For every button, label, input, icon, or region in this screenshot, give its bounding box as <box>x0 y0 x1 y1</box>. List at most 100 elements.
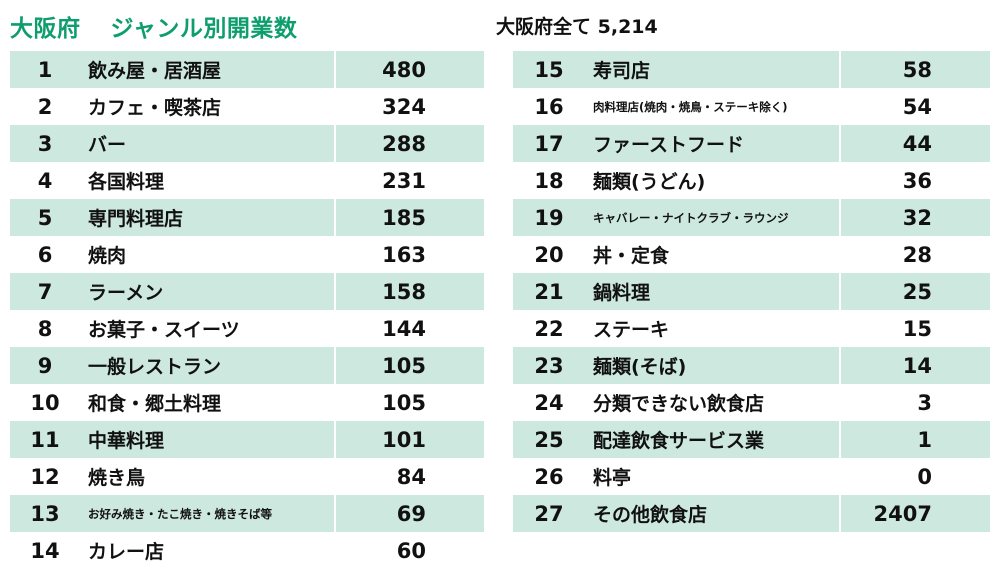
rank-cell: 15 <box>534 57 564 82</box>
table-row: 13 お好み焼き・たこ焼き・焼きそば等 69 <box>10 495 484 532</box>
count-cell: 101 <box>382 427 426 452</box>
table-row: 24 分類できない飲食店 3 <box>513 384 990 421</box>
rank-cell: 21 <box>534 279 564 304</box>
table-row: 2 カフェ・喫茶店 324 <box>10 88 484 125</box>
count-cell: 105 <box>382 390 426 415</box>
rank-cell: 23 <box>534 353 564 378</box>
table-row: 6 焼肉 163 <box>10 236 484 273</box>
genre-cell: 配達飲食サービス業 <box>585 421 841 458</box>
count-cell: 32 <box>902 205 932 230</box>
genre-cell: 丼・定食 <box>585 236 841 273</box>
count-cell: 480 <box>382 57 426 82</box>
genre-cell: お好み焼き・たこ焼き・焼きそば等 <box>80 495 336 532</box>
table-row: 19 キャバレー・ナイトクラブ・ラウンジ 32 <box>513 199 990 236</box>
count-cell: 25 <box>902 279 932 304</box>
genre-cell: 鍋料理 <box>585 273 841 310</box>
genre-cell: 和食・郷土料理 <box>80 384 336 421</box>
count-cell: 144 <box>382 316 426 341</box>
genre-cell: カレー店 <box>80 532 336 569</box>
rank-cell: 8 <box>37 316 53 341</box>
count-cell: 54 <box>902 94 932 119</box>
ranking-table-right: 15 寿司店 58 16 肉料理店(焼肉・焼鳥・ステーキ除く) 54 17 ファーストフード 4… <box>513 51 990 532</box>
genre-cell: お菓子・スイーツ <box>80 310 336 347</box>
total-value: 5,214 <box>597 16 658 38</box>
genre-cell: その他飲食店 <box>585 495 841 532</box>
genre-cell: 専門料理店 <box>80 199 336 236</box>
table-row: 27 その他飲食店 2407 <box>513 495 990 532</box>
table-row: 8 お菓子・スイーツ 144 <box>10 310 484 347</box>
genre-cell: 肉料理店(焼肉・焼鳥・ステーキ除く) <box>585 88 841 125</box>
table-row: 12 焼き鳥 84 <box>10 458 484 495</box>
total-label: 大阪府全て <box>496 16 592 38</box>
count-cell: 0 <box>917 464 932 489</box>
table-row: 20 丼・定食 28 <box>513 236 990 273</box>
count-cell: 84 <box>396 464 426 489</box>
table-row: 16 肉料理店(焼肉・焼鳥・ステーキ除く) 54 <box>513 88 990 125</box>
genre-cell: 焼肉 <box>80 236 336 273</box>
title-prefix: 大阪府 <box>10 16 81 42</box>
count-cell: 44 <box>902 131 932 156</box>
genre-cell: キャバレー・ナイトクラブ・ラウンジ <box>585 199 841 236</box>
table-row: 11 中華料理 101 <box>10 421 484 458</box>
table-row: 15 寿司店 58 <box>513 51 990 88</box>
genre-cell: 一般レストラン <box>80 347 336 384</box>
title-main: ジャンル別開業数 <box>110 16 298 42</box>
rank-cell: 17 <box>534 131 564 156</box>
table-row: 3 バー 288 <box>10 125 484 162</box>
rank-cell: 18 <box>534 168 564 193</box>
table-row: 26 料亭 0 <box>513 458 990 495</box>
genre-cell: カフェ・喫茶店 <box>80 88 336 125</box>
rank-cell: 11 <box>30 427 60 452</box>
count-cell: 185 <box>382 205 426 230</box>
genre-cell: 麺類(そば) <box>585 347 841 384</box>
table-row: 4 各国料理 231 <box>10 162 484 199</box>
table-row: 21 鍋料理 25 <box>513 273 990 310</box>
genre-cell: 焼き鳥 <box>80 458 336 495</box>
count-cell: 28 <box>902 242 932 267</box>
rank-cell: 6 <box>37 242 53 267</box>
count-cell: 163 <box>382 242 426 267</box>
total-summary: 大阪府全て 5,214 <box>496 12 658 39</box>
count-cell: 3 <box>917 390 932 415</box>
rank-cell: 27 <box>534 501 564 526</box>
count-cell: 58 <box>902 57 932 82</box>
ranking-table-left: 1 飲み屋・居酒屋 480 2 カフェ・喫茶店 324 3 バー 288 4 各国料理 231 5 専門料… <box>10 51 484 569</box>
table-row: 5 専門料理店 185 <box>10 199 484 236</box>
rank-cell: 7 <box>37 279 53 304</box>
table-row: 9 一般レストラン 105 <box>10 347 484 384</box>
genre-cell: 分類できない飲食店 <box>585 384 841 421</box>
table-row: 10 和食・郷土料理 105 <box>10 384 484 421</box>
page-title: 大阪府 ジャンル別開業数 <box>10 9 297 43</box>
genre-cell: ファーストフード <box>585 125 841 162</box>
rank-cell: 10 <box>30 390 60 415</box>
rank-cell: 16 <box>534 94 564 119</box>
rank-cell: 2 <box>37 94 53 119</box>
count-cell: 1 <box>917 427 932 452</box>
genre-cell: 麺類(うどん) <box>585 162 841 199</box>
rank-cell: 1 <box>37 57 53 82</box>
genre-cell: 飲み屋・居酒屋 <box>80 51 336 88</box>
genre-cell: ステーキ <box>585 310 841 347</box>
rank-cell: 24 <box>534 390 564 415</box>
rank-cell: 20 <box>534 242 564 267</box>
rank-cell: 26 <box>534 464 564 489</box>
genre-cell: バー <box>80 125 336 162</box>
table-row: 22 ステーキ 15 <box>513 310 990 347</box>
count-cell: 15 <box>902 316 932 341</box>
genre-cell: ラーメン <box>80 273 336 310</box>
rank-cell: 3 <box>37 131 53 156</box>
rank-cell: 13 <box>30 501 60 526</box>
count-cell: 2407 <box>873 501 932 526</box>
rank-cell: 9 <box>37 353 53 378</box>
count-cell: 69 <box>396 501 426 526</box>
count-cell: 158 <box>382 279 426 304</box>
table-row: 23 麺類(そば) 14 <box>513 347 990 384</box>
count-cell: 36 <box>902 168 932 193</box>
count-cell: 14 <box>902 353 932 378</box>
genre-cell: 中華料理 <box>80 421 336 458</box>
rank-cell: 12 <box>30 464 60 489</box>
table-row: 1 飲み屋・居酒屋 480 <box>10 51 484 88</box>
rank-cell: 14 <box>30 538 60 563</box>
rank-cell: 5 <box>37 205 53 230</box>
count-cell: 288 <box>382 131 426 156</box>
